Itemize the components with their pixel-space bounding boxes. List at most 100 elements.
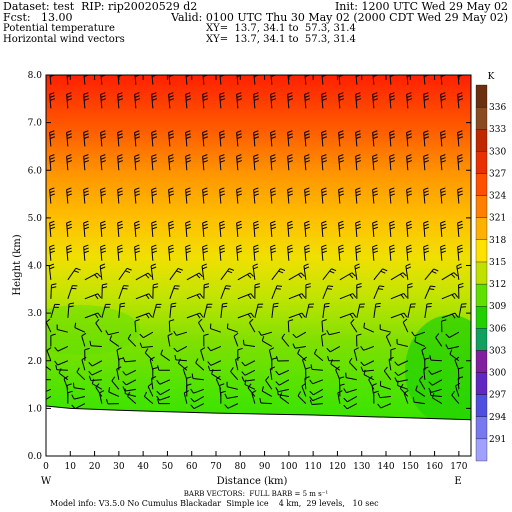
wind-barb [320,333,327,347]
wind-barb [338,187,345,204]
wind-barb [202,244,209,261]
wind-barb [353,347,359,361]
wind-barb [236,154,243,171]
wind-barb [287,187,294,204]
wind-barb [330,359,341,371]
y-tick-label: 3.0 [28,309,43,319]
wind-barb [88,369,103,376]
wind-barb [418,375,426,390]
wind-barb [372,244,379,261]
wind-barb [440,92,447,109]
wind-barb [186,272,203,281]
wind-barb [117,244,124,261]
wind-barb [67,302,75,318]
wind-barb [252,263,259,280]
wind-barb [117,130,124,147]
wind-barb [118,285,129,300]
wind-barb [100,154,107,171]
colorbar-label: 321 [489,214,506,224]
wind-barb [302,356,308,371]
wind-barb [435,333,443,347]
wind-barb [127,391,137,404]
wind-barb [297,348,307,362]
colorbar-swatch [475,416,488,440]
wind-barb [83,244,90,261]
wind-barb [249,318,256,333]
colorbar-swatch [475,283,488,307]
wind-barb [406,244,413,261]
wind-barb [190,403,205,410]
wind-barb [405,263,412,280]
wind-barb [275,369,290,376]
wind-barb [220,285,231,300]
wind-barb [224,403,239,409]
wind-barb [292,343,306,349]
wind-barb [224,393,238,399]
wind-barb [406,220,413,237]
wind-barb [355,92,362,109]
wind-barb [134,92,141,109]
wind-barb [373,390,379,404]
wind-barb [74,322,86,333]
wind-barb [46,379,51,381]
wind-barb [185,92,192,109]
wind-barb [89,340,102,347]
wind-barb [292,331,307,339]
wind-barb [207,346,222,352]
wind-barb [423,92,430,109]
wind-barb [337,390,343,404]
wind-barb [423,220,430,237]
wind-barb [117,220,124,237]
wind-barb [236,92,243,109]
colorbar-label: 333 [489,125,506,135]
wind-barb [287,319,294,333]
wind-barb [207,365,221,372]
wind-barb [389,244,396,261]
wind-barb [83,130,90,147]
wind-barb [372,154,379,171]
wind-barb [105,398,119,405]
wind-barb [49,92,56,109]
wind-barb [111,376,120,390]
colorbar-label: 330 [489,147,506,157]
wind-barb [135,293,153,300]
y-tick-label: 2.0 [28,357,43,367]
wind-barb [372,130,379,147]
wind-barb [454,356,460,371]
wind-barb [254,283,260,299]
wind-barb [423,244,430,261]
x-tick-label: 60 [186,462,198,472]
wind-barb [270,92,277,109]
wind-barb [389,130,396,147]
wind-barb [100,187,107,204]
wind-barb [71,403,86,410]
wind-barb [348,357,358,371]
wind-barb [304,92,311,109]
wind-barb [304,187,311,204]
wind-barb [424,268,439,281]
wind-barb [226,381,238,390]
wind-barb [83,92,90,109]
wind-barb [385,332,392,347]
wind-barb [186,383,192,397]
wind-barb [84,312,102,319]
wind-barb [46,388,52,392]
wind-barb [144,348,154,362]
wind-barb [67,285,78,299]
wind-barb [389,92,396,109]
wind-barb [363,322,375,333]
wind-barb [233,332,239,347]
wind-barb [105,330,119,336]
x-tick-label: 0 [43,462,49,472]
wind-barb [338,220,345,237]
x-tick-label: 10 [65,462,77,472]
y-tick-label: 8.0 [28,71,43,81]
fcst-label: Fcst: 13.00 [3,11,73,24]
wind-barb [356,303,365,318]
wind-barb [253,187,260,204]
colorbar-label: 318 [489,236,506,246]
wind-barb [322,268,337,281]
init-label: Init: 1200 UTC Wed 29 May 02 [334,0,508,13]
wind-barb [173,346,188,353]
wind-barb [66,220,73,237]
